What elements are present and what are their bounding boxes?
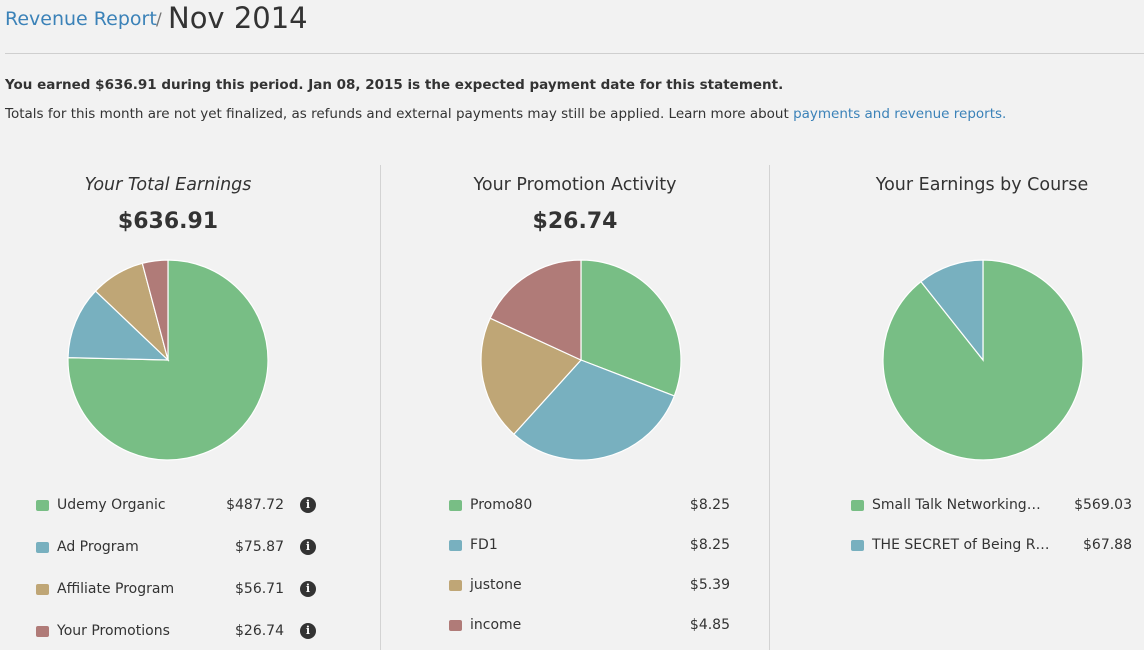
pie-slice [141, 259, 169, 361]
legend-label: FD1 [470, 537, 498, 553]
legend-item: Promo80 $8.25 [449, 495, 731, 517]
legend-amount: $56.71 [235, 581, 284, 597]
promotion-activity-title: Your Promotion Activity [473, 175, 677, 195]
info-icon[interactable]: i [300, 623, 316, 639]
earnings-summary: You earned $636.91 during this period. J… [5, 77, 784, 93]
legend-label: Ad Program [57, 539, 139, 555]
legend-item: Your Promotions $26.74 i [36, 621, 326, 643]
legend-label: Your Promotions [57, 623, 170, 639]
total-earnings-title: Your Total Earnings [84, 175, 252, 195]
header-divider [5, 53, 1144, 54]
total-earnings-amount: $636.91 [117, 209, 219, 234]
breadcrumb-separator: / [156, 10, 162, 30]
legend-item: Affiliate Program $56.71 i [36, 579, 326, 601]
promotion-activity-amount: $26.74 [532, 209, 618, 234]
legend-amount: $67.88 [1083, 537, 1132, 553]
info-icon[interactable]: i [300, 539, 316, 555]
legend-item: THE SECRET of Being R… $67.88 [851, 535, 1133, 557]
legend-label: Small Talk Networking… [872, 497, 1041, 513]
legend-amount: $487.72 [226, 497, 284, 513]
pie-slice [580, 259, 682, 397]
note-text: Totals for this month are not yet finali… [5, 106, 794, 122]
legend-item: Small Talk Networking… $569.03 [851, 495, 1133, 517]
legend-swatch [449, 620, 462, 631]
legend-amount: $8.25 [689, 537, 730, 553]
legend-swatch [36, 542, 49, 553]
legend-label: justone [470, 577, 522, 593]
legend-swatch [36, 584, 49, 595]
legend-item: justone $5.39 [449, 575, 731, 597]
legend-amount: $569.03 [1074, 497, 1132, 513]
total-earnings-pie-chart [67, 259, 269, 461]
legend-swatch [851, 500, 864, 511]
column-divider [380, 165, 381, 650]
legend-swatch [449, 500, 462, 511]
legend-label: Affiliate Program [57, 581, 175, 597]
legend-swatch [36, 626, 49, 637]
payments-revenue-reports-link[interactable]: payments and revenue reports. [793, 106, 1007, 122]
legend-label: Udemy Organic [57, 497, 166, 513]
breadcrumb-revenue-report-link[interactable]: Revenue Report [5, 8, 157, 30]
pie-slice [513, 359, 676, 461]
info-icon[interactable]: i [300, 581, 316, 597]
legend-item: FD1 $8.25 [449, 535, 731, 557]
legend-item: income $4.85 [449, 615, 731, 637]
earnings-by-course-title: Your Earnings by Course [875, 175, 1089, 195]
promotion-activity-pie-chart [480, 259, 682, 461]
finalization-note: Totals for this month are not yet finali… [5, 106, 1006, 122]
legend-amount: $5.39 [689, 577, 730, 593]
legend-label: THE SECRET of Being R… [872, 537, 1050, 553]
pie-slice [489, 259, 582, 361]
legend-amount: $26.74 [235, 623, 284, 639]
legend-swatch [36, 500, 49, 511]
earnings-by-course-pie-chart [882, 259, 1084, 461]
pie-slice [480, 317, 582, 435]
legend-amount: $75.87 [235, 539, 284, 555]
legend-amount: $8.25 [689, 497, 730, 513]
legend-swatch [449, 580, 462, 591]
legend-amount: $4.85 [689, 617, 730, 633]
legend-swatch [449, 540, 462, 551]
legend-item: Ad Program $75.87 i [36, 537, 326, 559]
legend-label: income [470, 617, 522, 633]
info-icon[interactable]: i [300, 497, 316, 513]
legend-swatch [851, 540, 864, 551]
legend-item: Udemy Organic $487.72 i [36, 495, 326, 517]
column-divider [769, 165, 770, 650]
pie-slice [920, 259, 984, 362]
page-title: Nov 2014 [168, 1, 308, 35]
pie-slice [67, 290, 170, 361]
legend-label: Promo80 [470, 497, 533, 513]
